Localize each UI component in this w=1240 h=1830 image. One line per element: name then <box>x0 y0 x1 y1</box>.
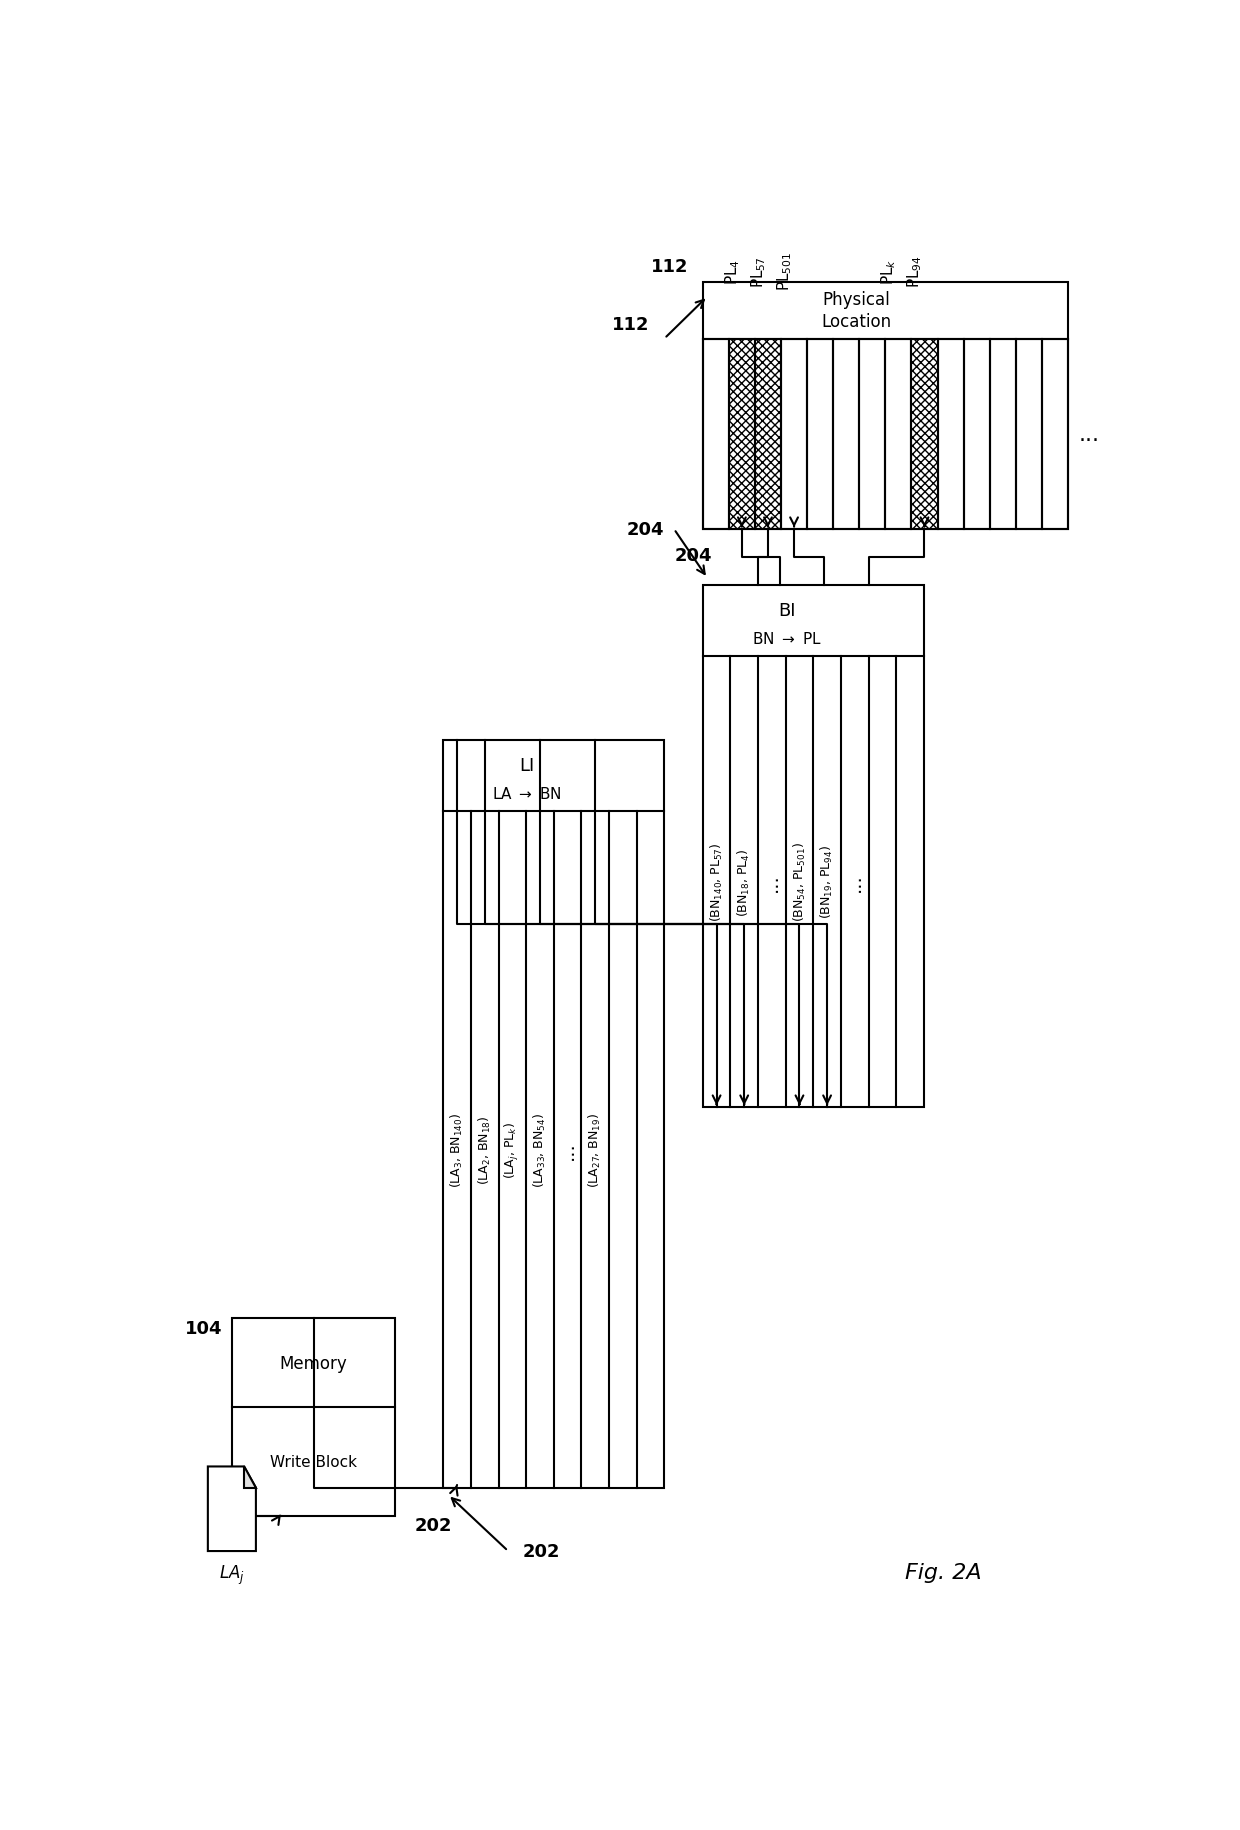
Text: (LA$_3$, BN$_{140}$): (LA$_3$, BN$_{140}$) <box>449 1113 465 1188</box>
Text: 204: 204 <box>675 547 712 565</box>
Text: (BN$_{140}$, PL$_{57}$): (BN$_{140}$, PL$_{57}$) <box>708 842 724 922</box>
Bar <box>937 339 963 529</box>
Bar <box>885 339 911 529</box>
Text: (LA$_{27}$, BN$_{19}$): (LA$_{27}$, BN$_{19}$) <box>588 1113 604 1188</box>
Bar <box>703 339 729 529</box>
Bar <box>232 1319 396 1515</box>
Text: 112: 112 <box>613 317 650 335</box>
Text: PL$_{57}$: PL$_{57}$ <box>749 256 768 287</box>
Text: PL$_k$: PL$_k$ <box>879 258 899 285</box>
Text: (BN$_{54}$, PL$_{501}$): (BN$_{54}$, PL$_{501}$) <box>791 842 807 922</box>
Bar <box>1042 339 1068 529</box>
Bar <box>703 586 924 1107</box>
Text: PL$_4$: PL$_4$ <box>723 258 742 285</box>
Text: ...: ... <box>846 873 864 891</box>
Text: ...: ... <box>1079 425 1100 445</box>
Text: BN $\rightarrow$ PL: BN $\rightarrow$ PL <box>751 631 822 646</box>
Text: (BN$_{19}$, PL$_{94}$): (BN$_{19}$, PL$_{94}$) <box>820 845 836 919</box>
Text: Physical
Location: Physical Location <box>821 291 892 331</box>
Bar <box>444 741 665 1488</box>
Text: (BN$_{18}$, PL$_4$): (BN$_{18}$, PL$_4$) <box>737 847 753 917</box>
Text: Fig. 2A: Fig. 2A <box>905 1563 981 1583</box>
Text: $LA_j$: $LA_j$ <box>219 1563 244 1585</box>
Text: LI: LI <box>520 756 534 774</box>
Text: Write Block: Write Block <box>270 1455 357 1469</box>
Text: 104: 104 <box>185 1319 222 1338</box>
Text: 112: 112 <box>651 258 688 276</box>
Polygon shape <box>244 1466 255 1488</box>
Bar <box>703 284 1068 529</box>
Bar <box>833 339 859 529</box>
Text: LA $\rightarrow$ BN: LA $\rightarrow$ BN <box>492 785 562 802</box>
Bar <box>1016 339 1042 529</box>
Bar <box>990 339 1016 529</box>
Bar <box>963 339 990 529</box>
Text: 202: 202 <box>415 1515 453 1534</box>
Bar <box>781 339 807 529</box>
Bar <box>859 339 885 529</box>
Text: ...: ... <box>763 873 781 891</box>
Text: 204: 204 <box>626 520 663 538</box>
Bar <box>807 339 833 529</box>
Text: Memory: Memory <box>280 1354 347 1372</box>
Text: PL$_{501}$: PL$_{501}$ <box>775 253 794 291</box>
Bar <box>729 339 755 529</box>
Bar <box>755 339 781 529</box>
Text: PL$_{94}$: PL$_{94}$ <box>905 256 925 287</box>
Text: (LA$_2$, BN$_{18}$): (LA$_2$, BN$_{18}$) <box>476 1114 492 1184</box>
Text: BI: BI <box>777 602 796 620</box>
Bar <box>911 339 937 529</box>
Polygon shape <box>208 1466 255 1552</box>
Text: (LA$_j$, PL$_k$): (LA$_j$, PL$_k$) <box>503 1122 521 1179</box>
Text: 202: 202 <box>522 1543 560 1561</box>
Text: ...: ... <box>558 1140 577 1158</box>
Text: (LA$_{33}$, BN$_{54}$): (LA$_{33}$, BN$_{54}$) <box>532 1113 548 1188</box>
